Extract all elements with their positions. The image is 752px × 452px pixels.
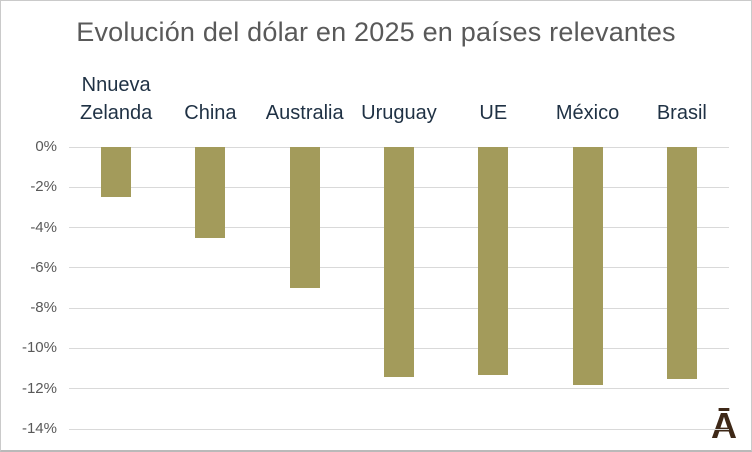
gridline: [69, 428, 729, 430]
bar-australia: [289, 147, 320, 288]
y-axis-tick-label: -12%: [21, 379, 57, 397]
gridline: [69, 388, 729, 390]
brand-logo-icon: Ā: [711, 405, 737, 446]
bar-brasil: [666, 147, 697, 379]
chart-title: Evolución del dólar en 2025 en países re…: [76, 17, 676, 47]
bar-china: [195, 147, 226, 238]
category-label-m-xico: México: [555, 102, 620, 124]
category-label-ue: UE: [479, 102, 508, 124]
category-label-brasil: Brasil: [656, 102, 707, 124]
bar-uruguay: [384, 147, 414, 377]
bar-m-xico: [572, 147, 603, 385]
category-label-australia: Australia: [265, 102, 344, 124]
category-label-nnueva-zelanda: Nnueva Zelanda: [80, 74, 153, 124]
y-axis-tick-label: 0%: [35, 138, 57, 155]
y-axis-tick-label: -10%: [21, 339, 57, 357]
y-axis-tick-label: -6%: [30, 258, 57, 276]
y-axis-tick-label: -8%: [30, 299, 57, 317]
y-axis-tick-label: -2%: [30, 178, 57, 196]
bar-ue: [478, 147, 509, 375]
category-label-uruguay: Uruguay: [361, 102, 437, 124]
category-label-china: China: [184, 102, 237, 124]
y-axis-tick-label: -4%: [30, 218, 57, 236]
bar-nnueva-zelanda: [101, 147, 132, 198]
y-axis-tick-label: -14%: [21, 420, 57, 437]
